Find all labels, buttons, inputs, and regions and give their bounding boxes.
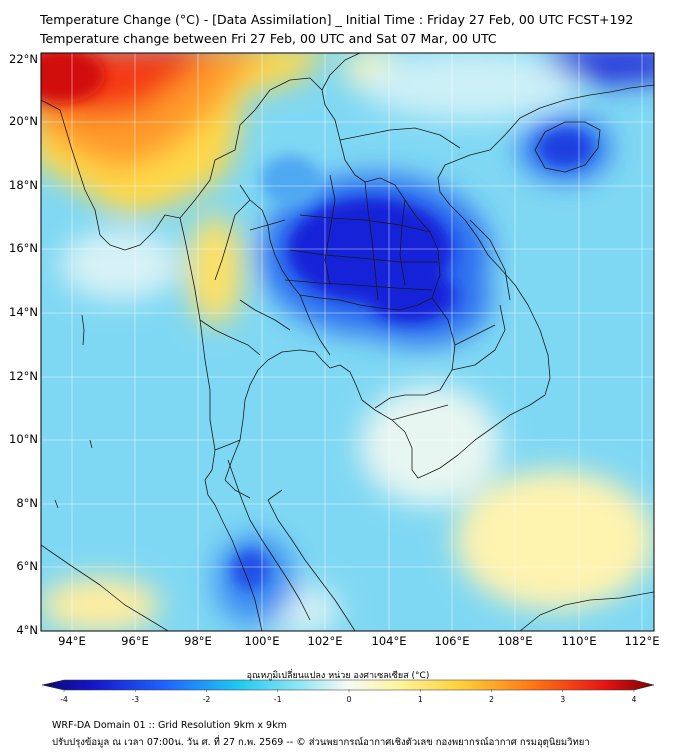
colorbar-tick-label: -4 bbox=[60, 695, 68, 704]
colorbar-tick-label: 3 bbox=[560, 695, 566, 704]
colorbar bbox=[41, 679, 655, 692]
lon-label: 102°E bbox=[307, 634, 343, 648]
graticule bbox=[41, 53, 654, 631]
lat-label: 22°N bbox=[9, 52, 38, 66]
temperature-field bbox=[41, 53, 654, 631]
lat-label: 4°N bbox=[16, 623, 38, 637]
lon-label: 108°E bbox=[497, 634, 533, 648]
lat-label: 14°N bbox=[9, 305, 38, 319]
lon-label: 106°E bbox=[434, 634, 470, 648]
footer-credit: ปรับปรุงข้อมูล ณ เวลา 07:00น. วัน ศ. ที่… bbox=[52, 737, 590, 748]
colorbar-tick-label: -3 bbox=[131, 695, 139, 704]
lat-label: 8°N bbox=[16, 496, 38, 510]
lat-label: 20°N bbox=[9, 114, 38, 128]
footer-model-info: WRF-DA Domain 01 :: Grid Resolution 9km … bbox=[52, 720, 287, 731]
lon-label: 110°E bbox=[561, 634, 597, 648]
colorbar-tick-label: 2 bbox=[489, 695, 494, 704]
chart-title: Temperature Change (°C) - [Data Assimila… bbox=[40, 12, 634, 27]
colorbar-tick-label: -2 bbox=[202, 695, 211, 704]
lon-label: 96°E bbox=[121, 634, 149, 648]
coastlines-and-borders bbox=[41, 53, 654, 631]
colorbar-tick-label: 0 bbox=[346, 695, 352, 704]
chart-subtitle: Temperature change between Fri 27 Feb, 0… bbox=[40, 31, 497, 46]
lat-label: 12°N bbox=[9, 369, 38, 383]
map-frame bbox=[40, 52, 655, 632]
lon-label: 94°E bbox=[58, 634, 86, 648]
colorbar-title: อุณหภูมิเปลี่ยนแปลง หน่วย องศาเซลเซียส (… bbox=[246, 671, 430, 681]
lon-label: 98°E bbox=[184, 634, 212, 648]
lon-label: 112°E bbox=[624, 634, 660, 648]
colorbar-tick-label: -1 bbox=[274, 695, 282, 704]
lon-label: 104°E bbox=[371, 634, 407, 648]
lat-label: 18°N bbox=[9, 178, 38, 192]
colorbar-tick-label: 4 bbox=[631, 695, 637, 704]
lat-label: 16°N bbox=[9, 241, 38, 255]
colorbar-tick-label: 1 bbox=[417, 695, 423, 704]
lat-label: 6°N bbox=[16, 559, 38, 573]
lat-label: 10°N bbox=[9, 432, 38, 446]
lon-label: 100°E bbox=[244, 634, 280, 648]
